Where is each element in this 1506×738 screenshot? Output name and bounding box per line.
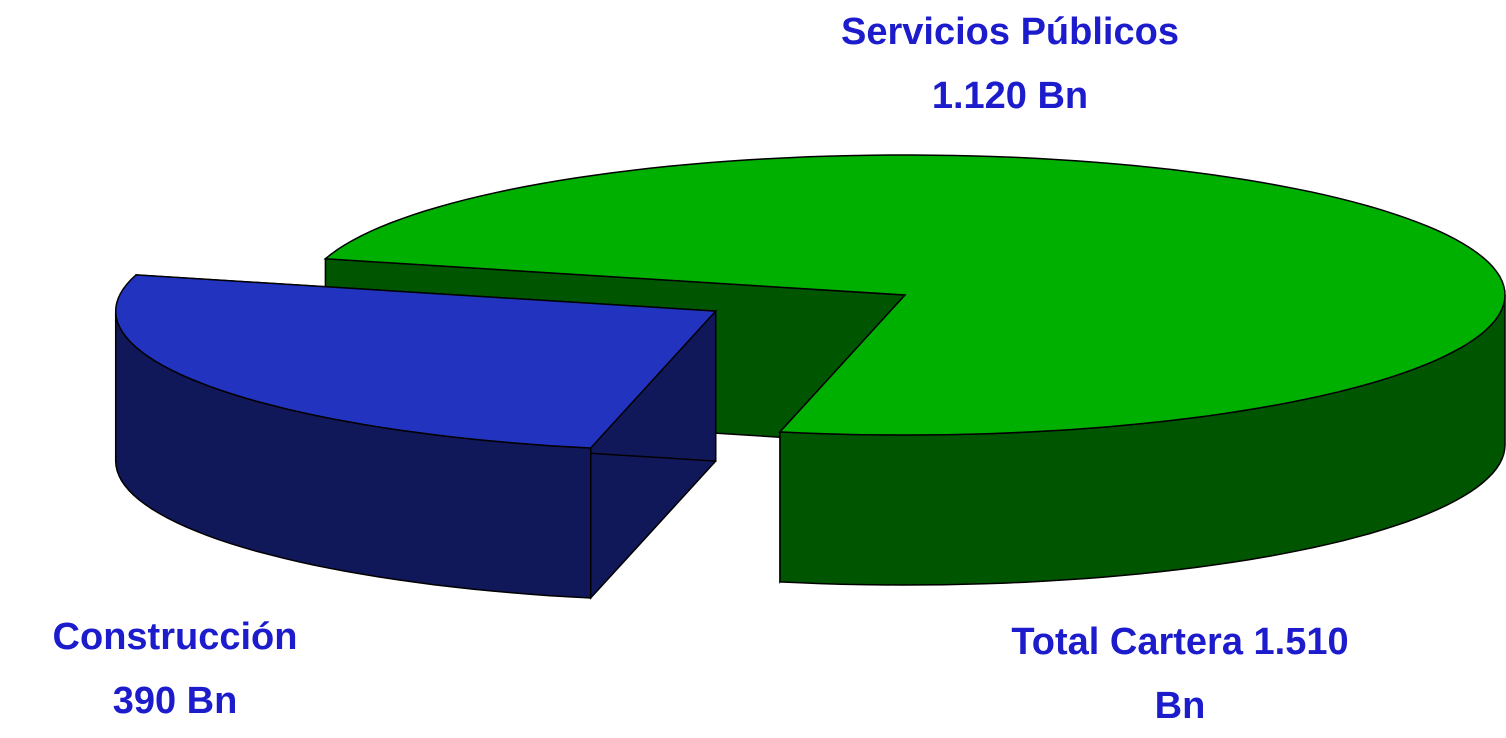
- annotation: Total Cartera 1.510 Bn: [1011, 621, 1349, 727]
- category-label: Construcción: [52, 616, 298, 658]
- slice-label: Construcción 390 Bn: [0, 605, 350, 733]
- value-label: 1.120 Bn: [931, 75, 1089, 117]
- slice: [323, 154, 1506, 436]
- page: {"chart_data": {"type": "pie", "categori…: [52, 0, 1506, 727]
- category-label: Servicios Públicos: [841, 11, 1179, 53]
- chart: [114, 154, 1506, 600]
- value-label: 390 Bn: [112, 680, 238, 722]
- slice-label: Servicios Públicos 1.120 Bn: [760, 0, 1260, 128]
- slice: [115, 274, 718, 449]
